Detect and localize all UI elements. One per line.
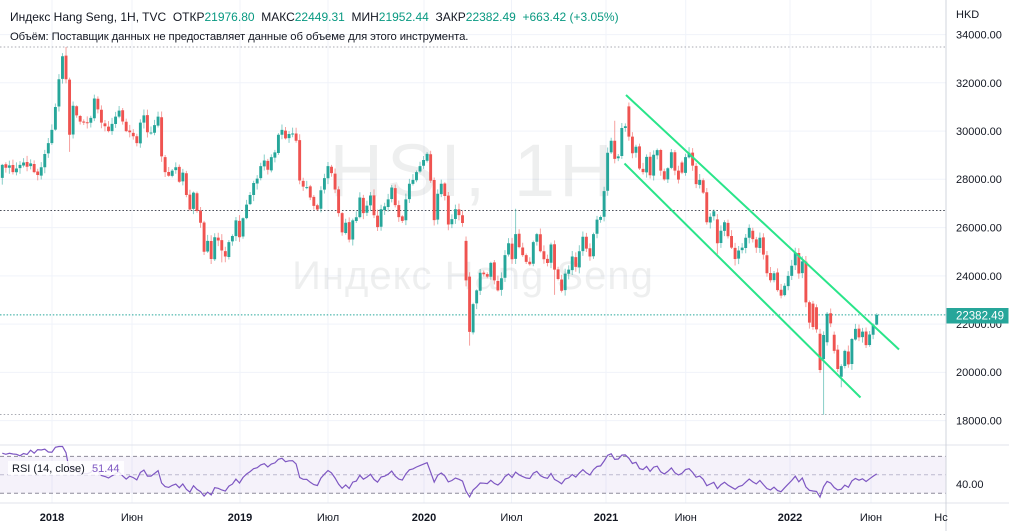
svg-text:18000.00: 18000.00	[956, 416, 1002, 428]
svg-text:2020: 2020	[412, 512, 436, 524]
svg-text:Июн: Июн	[860, 512, 882, 524]
svg-text:Индекс Hang Seng: Индекс Hang Seng	[292, 254, 654, 298]
svg-text:Индекс Hang Seng, 1H, TVC ОТК: Индекс Hang Seng, 1H, TVC ОТКР21976.80 М…	[10, 10, 619, 24]
svg-text:2022: 2022	[778, 512, 802, 524]
svg-text:RSI (14, close): RSI (14, close)	[12, 463, 85, 475]
svg-text:2019: 2019	[228, 512, 252, 524]
svg-text:40.00: 40.00	[956, 479, 984, 491]
svg-text:2021: 2021	[594, 512, 618, 524]
svg-text:24000.00: 24000.00	[956, 271, 1002, 283]
svg-text:2018: 2018	[40, 512, 64, 524]
svg-text:26000.00: 26000.00	[956, 223, 1002, 235]
svg-text:Июн: Июн	[121, 512, 143, 524]
svg-text:HKD: HKD	[956, 9, 979, 21]
svg-text:32000.00: 32000.00	[956, 78, 1002, 90]
svg-text:30000.00: 30000.00	[956, 126, 1002, 138]
svg-text:Объём: Поставщик данных не пре: Объём: Поставщик данных не предоставляет…	[10, 31, 468, 43]
svg-text:Июл: Июл	[317, 512, 339, 524]
svg-text:Июл: Июл	[500, 512, 522, 524]
svg-text:Июн: Июн	[675, 512, 697, 524]
svg-text:28000.00: 28000.00	[956, 174, 1002, 186]
svg-text:HSI, 1H: HSI, 1H	[329, 129, 616, 212]
svg-text:22382.49: 22382.49	[956, 311, 1004, 323]
svg-text:Нс: Нс	[934, 512, 948, 524]
svg-text:20000.00: 20000.00	[956, 367, 1002, 379]
svg-text:51.44: 51.44	[92, 463, 120, 475]
svg-text:34000.00: 34000.00	[956, 30, 1002, 42]
